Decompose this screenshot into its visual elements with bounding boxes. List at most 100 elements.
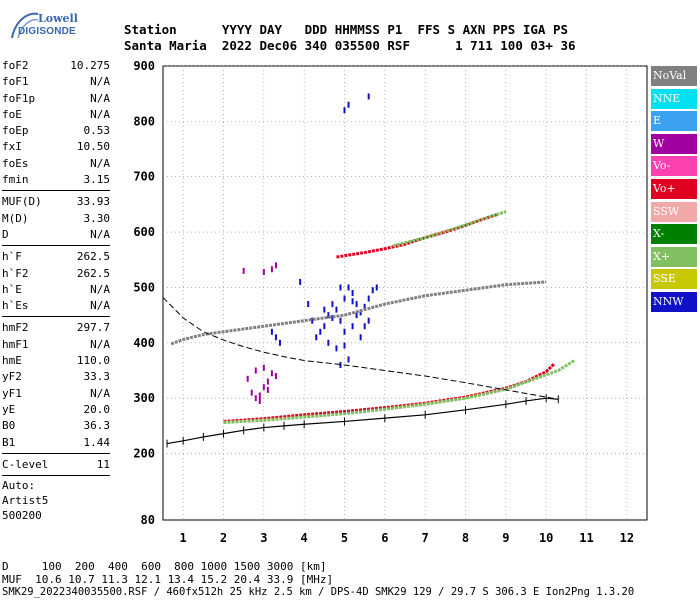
legend-item: SSW bbox=[651, 201, 697, 222]
param-value: 1.44 bbox=[83, 435, 111, 449]
x-tick-label: 10 bbox=[539, 531, 553, 545]
param-value: 10.50 bbox=[76, 140, 110, 154]
legend-item: NoVal bbox=[651, 66, 697, 86]
echo-point bbox=[307, 301, 310, 308]
echo-point bbox=[311, 317, 314, 324]
y-tick-label: 800 bbox=[133, 114, 155, 128]
param-name: h`F2 bbox=[2, 266, 29, 280]
param-name: yE bbox=[2, 402, 16, 416]
param-value: N/A bbox=[90, 227, 110, 241]
param-value: 262.5 bbox=[76, 266, 110, 280]
legend-item: X- bbox=[651, 224, 697, 245]
param-name: hmF2 bbox=[2, 321, 29, 335]
auto-scaling-line: Auto: bbox=[2, 479, 36, 493]
echo-point bbox=[351, 298, 354, 305]
param-separator bbox=[2, 475, 110, 477]
param-value: N/A bbox=[90, 337, 110, 351]
echo-point bbox=[347, 101, 350, 108]
param-value: 33.93 bbox=[76, 195, 110, 209]
footer-muf-row: MUF 10.6 10.7 11.3 12.1 13.4 15.2 20.4 3… bbox=[2, 573, 334, 586]
echo-point bbox=[299, 278, 302, 285]
param-name: M(D) bbox=[2, 211, 29, 225]
echo-point bbox=[343, 295, 346, 302]
echo-point bbox=[351, 323, 354, 330]
echo-point bbox=[331, 314, 334, 321]
echo-point bbox=[343, 328, 346, 335]
param-name: fmin bbox=[2, 173, 29, 187]
param-row: MUF(D) 33.93 bbox=[2, 194, 110, 210]
y-tick-label: 900 bbox=[133, 59, 155, 73]
echo-point bbox=[246, 375, 249, 382]
param-value: 33.3 bbox=[83, 370, 111, 384]
param-name: hmF1 bbox=[2, 337, 29, 351]
param-row: C-level 11 bbox=[2, 457, 110, 473]
echo-point bbox=[339, 284, 342, 291]
param-name: C-level bbox=[2, 457, 49, 471]
param-value: 0.53 bbox=[83, 124, 111, 138]
param-value: 10.275 bbox=[70, 59, 110, 72]
param-row: foF1 N/A bbox=[2, 74, 110, 90]
echo-trace bbox=[223, 362, 556, 423]
legend-item: W bbox=[651, 133, 697, 154]
x-tick-label: 1 bbox=[180, 531, 187, 545]
echo-point bbox=[347, 356, 350, 363]
legend-item: Vo+ bbox=[651, 178, 697, 199]
x-tick-label: 5 bbox=[341, 531, 348, 545]
echo-point bbox=[355, 312, 358, 319]
auto-scaling-line: 500200 bbox=[2, 509, 42, 523]
echo-point bbox=[343, 107, 346, 114]
param-row: B1 1.44 bbox=[2, 435, 110, 451]
param-value: 36.3 bbox=[83, 419, 111, 433]
legend-item: SSE bbox=[651, 269, 697, 290]
echo-point bbox=[323, 306, 326, 313]
legend: NoVal NNE E W Vo- Vo+ SSW X- X+ SSE NNW bbox=[651, 66, 697, 315]
param-name: D bbox=[2, 227, 9, 241]
echo-point bbox=[262, 384, 265, 391]
echo-point bbox=[315, 334, 318, 341]
param-value: 3.15 bbox=[83, 173, 111, 187]
legend-item: X+ bbox=[651, 246, 697, 267]
logo-lowell: Lowell bbox=[38, 12, 78, 25]
param-name: foEp bbox=[2, 124, 29, 138]
echo-point bbox=[327, 312, 330, 319]
param-name: h`Es bbox=[2, 299, 29, 313]
param-value: N/A bbox=[90, 91, 110, 105]
x-tick-label: 2 bbox=[220, 531, 227, 545]
legend-item: E bbox=[651, 111, 697, 132]
echo-point bbox=[266, 386, 269, 393]
param-value: N/A bbox=[90, 75, 110, 89]
param-row: h`E N/A bbox=[2, 282, 110, 298]
param-name: foEs bbox=[2, 156, 29, 170]
echo-point bbox=[274, 334, 277, 341]
param-row: foF1p N/A bbox=[2, 91, 110, 107]
echo-point bbox=[270, 370, 273, 377]
x-tick-label: 11 bbox=[579, 531, 593, 545]
footer-file-info: SMK29_2022340035500.RSF / 460fx512h 25 k… bbox=[2, 586, 635, 598]
echo-point bbox=[367, 93, 370, 100]
param-name: hmE bbox=[2, 354, 22, 368]
param-name: yF2 bbox=[2, 370, 22, 384]
param-value: N/A bbox=[90, 156, 110, 170]
y-tick-label: 600 bbox=[133, 225, 155, 239]
param-value: 110.0 bbox=[76, 354, 110, 368]
echo-point bbox=[335, 306, 338, 313]
echo-point bbox=[242, 267, 245, 274]
echo-point bbox=[371, 287, 374, 294]
echo-point bbox=[351, 290, 354, 296]
y-tick-label: 300 bbox=[133, 391, 155, 405]
param-value: N/A bbox=[90, 386, 110, 400]
param-value: 262.5 bbox=[76, 250, 110, 264]
echo-point bbox=[250, 389, 253, 396]
profile-line bbox=[166, 397, 559, 445]
y-tick-label: 700 bbox=[133, 170, 155, 184]
x-tick-label: 4 bbox=[301, 531, 308, 545]
auto-scaling-line: Artist5 bbox=[2, 494, 49, 508]
param-name: foF1 bbox=[2, 75, 29, 89]
logo-arc-icon bbox=[11, 12, 39, 39]
echo-point bbox=[254, 367, 257, 374]
echo-point bbox=[327, 339, 330, 346]
echo-point bbox=[266, 378, 269, 385]
param-row: h`Es N/A bbox=[2, 298, 110, 314]
x-tick-label: 6 bbox=[381, 531, 388, 545]
